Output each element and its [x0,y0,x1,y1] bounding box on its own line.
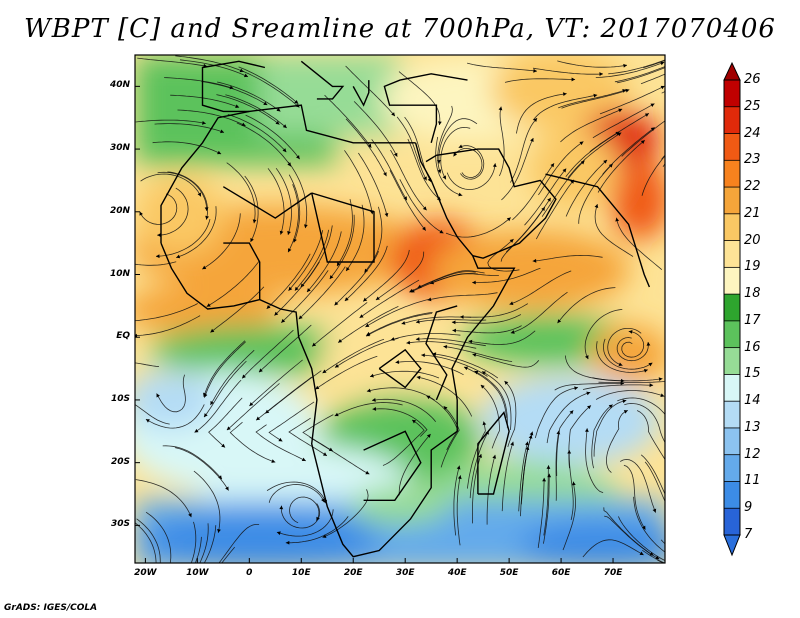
colorbar-segment [724,294,740,322]
lat-label: EQ [116,331,130,342]
colorbar-label: 17 [744,312,761,328]
lat-label: 30S [110,519,130,530]
colorbar-segment [724,427,740,456]
colorbar-label: 16 [744,339,761,355]
lon-label: 60E [551,568,571,578]
colorbar-segment [724,106,740,135]
colorbar-label: 12 [744,446,761,462]
colorbar-label: 9 [744,500,753,516]
colorbar-label: 18 [744,286,761,302]
colorbar-label: 19 [744,259,761,275]
colorbar-segment [724,401,740,429]
colorbar-segment [724,80,740,108]
colorbar-segment [724,374,740,402]
colorbar-segment [724,267,740,295]
colorbar-top-arrow [723,61,741,81]
lon-label: 0 [246,568,253,578]
lat-label: 20N [109,205,130,216]
colorbar-label: 15 [744,366,761,382]
lat-label: 10S [110,393,130,404]
lat-label: 10N [109,268,130,279]
colorbar-label: 11 [744,473,761,489]
colorbar-segment [724,481,740,509]
lon-label: 70E [603,568,623,578]
lat-label: 30N [109,143,130,154]
lon-label: 30E [395,568,415,578]
credit-text: GrADS: IGES/COLA [4,603,98,613]
plot-frame [134,54,666,564]
colorbar-segment [724,213,740,242]
lon-label: 20W [134,568,157,578]
colorbar-label: 26 [744,72,761,87]
colorbar-label: 20 [744,232,761,248]
colorbar-segment [724,187,740,215]
colorbar-segment [724,454,740,482]
colorbar-segment [724,133,740,161]
colorbar-label: 14 [744,393,761,409]
colorbar-segment [724,320,740,349]
lon-label: 40E [447,568,467,578]
map-title: WBPT [C] and Sreamline at 700hPa, VT: 20… [24,14,776,44]
colorbar-segment [724,160,740,188]
lon-label: 20E [343,568,363,578]
colorbar-label: 24 [744,125,761,141]
colorbar [723,61,741,557]
lat-label: 20S [110,456,130,467]
colorbar-label: 13 [744,419,761,435]
colorbar-label: 25 [744,98,761,114]
colorbar-segment [724,508,740,536]
colorbar-bottom-arrow [723,534,741,557]
lon-label: 10E [291,568,311,578]
colorbar-label: 21 [744,205,761,221]
colorbar-label: 22 [744,179,761,195]
lon-label: 50E [499,568,519,578]
colorbar-segment [724,347,740,375]
coastlines [160,60,651,558]
lat-label: 40N [109,80,130,91]
axis-ticks [135,85,614,563]
colorbar-label: 23 [744,152,761,168]
colorbar-label: 7 [744,527,753,542]
streamlines [135,55,665,563]
colorbar-segment [724,240,740,268]
lon-label: 10W [186,568,209,578]
